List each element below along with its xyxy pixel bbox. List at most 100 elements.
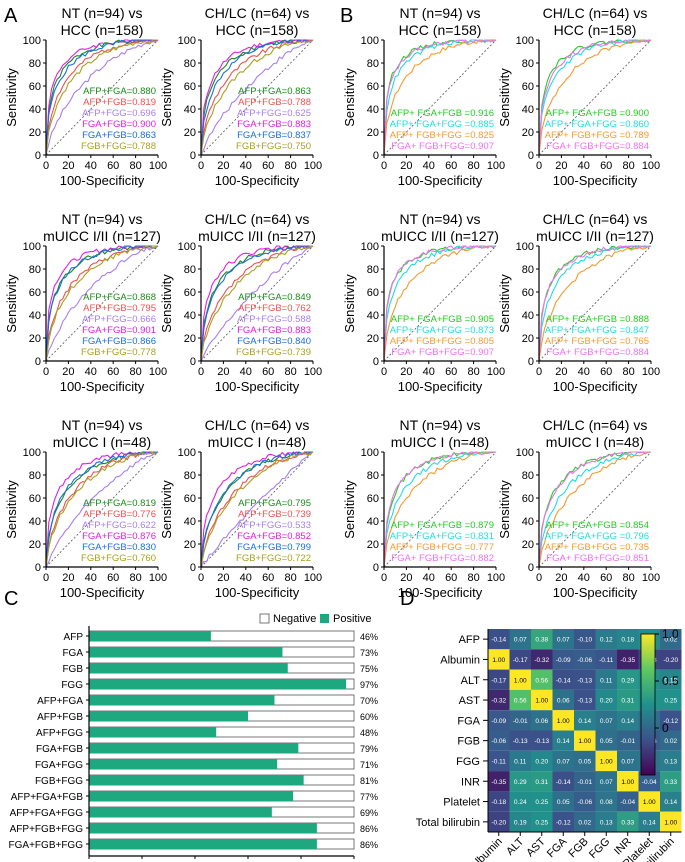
heatmap-cell [595,710,617,731]
legend-entry: AFP+ FGA+FGB =0.879 [391,520,494,531]
x-tick-label: 40 [423,572,435,584]
category-label: FGB+FGG [35,776,83,787]
chart-title: mUICC I (n=48) [53,434,151,450]
heatmap-cell [552,811,574,832]
heatmap-cell [660,730,682,751]
heatmap-cell [509,689,531,711]
bar-positive [89,631,211,641]
y-tick-label: 20 [367,539,379,551]
bar-positive [89,839,317,849]
roc-curve [200,245,314,362]
cell-value: -0.14 [556,779,571,786]
cell-value: -0.11 [599,657,614,664]
x-axis-label: 100-Specificity [60,173,145,188]
roc-curve [200,451,314,568]
legend-label: Negative [273,613,316,625]
x-axis-label: 100-Specificity [553,173,638,188]
y-tick-label: 100 [23,241,41,253]
y-tick-label: 0 [35,356,41,368]
x-tick-label: 0 [381,160,387,172]
chart-title: NT (n=94) vs [61,5,142,21]
chart-title: CH/LC (n=64) vs [205,211,310,227]
x-tick-label: 0 [43,572,49,584]
chart-title: HCC (n=158) [216,22,299,38]
reference-diagonal [383,451,497,568]
x-axis-label: 100-Specificity [553,379,638,394]
heatmap-cell [617,649,639,670]
legend-entry: AFP+FGB=0.795 [83,303,156,314]
legend-entry: FGA+FGB=0.837 [237,130,311,141]
cell-value: 1.00 [643,799,656,806]
x-tick-label: 60 [600,366,612,378]
legend-entry: FGA+FGB=0.866 [82,336,156,347]
value-label: 86% [360,824,378,834]
bar-chart: AFP 46% FGA 73% FGB 75% FGG 97% AFP+FGA 70% AFP+FG… [9,613,378,859]
x-tick-label: 20 [400,366,412,378]
heatmap-cell [595,750,617,772]
cell-value: 0.11 [514,758,527,765]
cell-value: 0.25 [664,698,677,705]
cell-value: 1.00 [514,677,527,684]
row-label: FGB [457,736,480,748]
cell-value: 0.14 [557,738,570,745]
y-tick-label: 60 [367,287,379,299]
y-tick-label: 100 [516,447,534,459]
legend-entry: AFP+ FGA+FGB =0.888 [546,314,649,325]
legend-entry: FGA+FGB=0.852 [237,531,311,542]
y-tick-label: 0 [373,356,379,368]
y-tick-label: 100 [178,241,196,253]
bar-positive [89,791,294,801]
x-tick-label: 100 [487,160,505,172]
cell-value: 0.13 [664,758,677,765]
y-tick-label: 40 [29,104,41,116]
x-tick-label: 80 [129,366,141,378]
cell-value: 0.02 [664,637,677,644]
x-tick-label: 100 [304,160,322,172]
cell-value: 1.00 [535,698,548,705]
cell-value: 0.20 [600,698,613,705]
heatmap-cell [531,811,553,832]
roc-curve [538,39,652,156]
cell-value: -0.09 [491,718,506,725]
legend-entry: AFP+ FGA+FGB =0.854 [546,520,649,531]
y-tick-label: 80 [184,264,196,276]
heatmap-cell [638,791,660,812]
roc-curve [45,245,159,362]
y-tick-label: 60 [184,493,196,505]
chart-title: CH/LC (n=64) vs [205,5,310,21]
x-tick-label: 60 [445,366,457,378]
cell-value: -0.06 [577,799,592,806]
chart-title: NT (n=94) vs [61,417,142,433]
row-label: ALT [461,675,481,687]
y-tick-label: 0 [35,562,41,574]
roc-curve [538,451,651,568]
colorbar-tick-label: 0 [662,721,669,735]
heatmap-cell [660,649,682,670]
y-tick-label: 60 [184,287,196,299]
y-tick-label: 0 [528,356,534,368]
bar-positive [89,743,299,753]
cell-value: 0.29 [621,677,634,684]
legend-entry: AFP+FGA=0.863 [238,86,311,97]
legend-entry: AFP+ FGB+FGG =0.805 [390,336,494,347]
legend-entry: AFP+FGA=0.819 [83,498,156,509]
y-tick-label: 40 [367,516,379,528]
x-tick-label: 80 [284,160,296,172]
chart-title: CH/LC (n=64) vs [543,211,648,227]
roc-curve [45,39,159,156]
y-tick-label: 100 [516,35,534,47]
roc-curve [538,451,651,568]
chart-title: mUICC I (n=48) [391,434,489,450]
value-label: 97% [360,680,378,690]
cell-value: 0.25 [535,799,548,806]
heatmap-cell [574,649,596,670]
legend-entry: AFP+ FGA+FGG =0.860 [545,119,649,130]
value-label: 70% [360,696,378,706]
col-label: FGG [587,836,612,861]
bar-positive [89,711,248,721]
